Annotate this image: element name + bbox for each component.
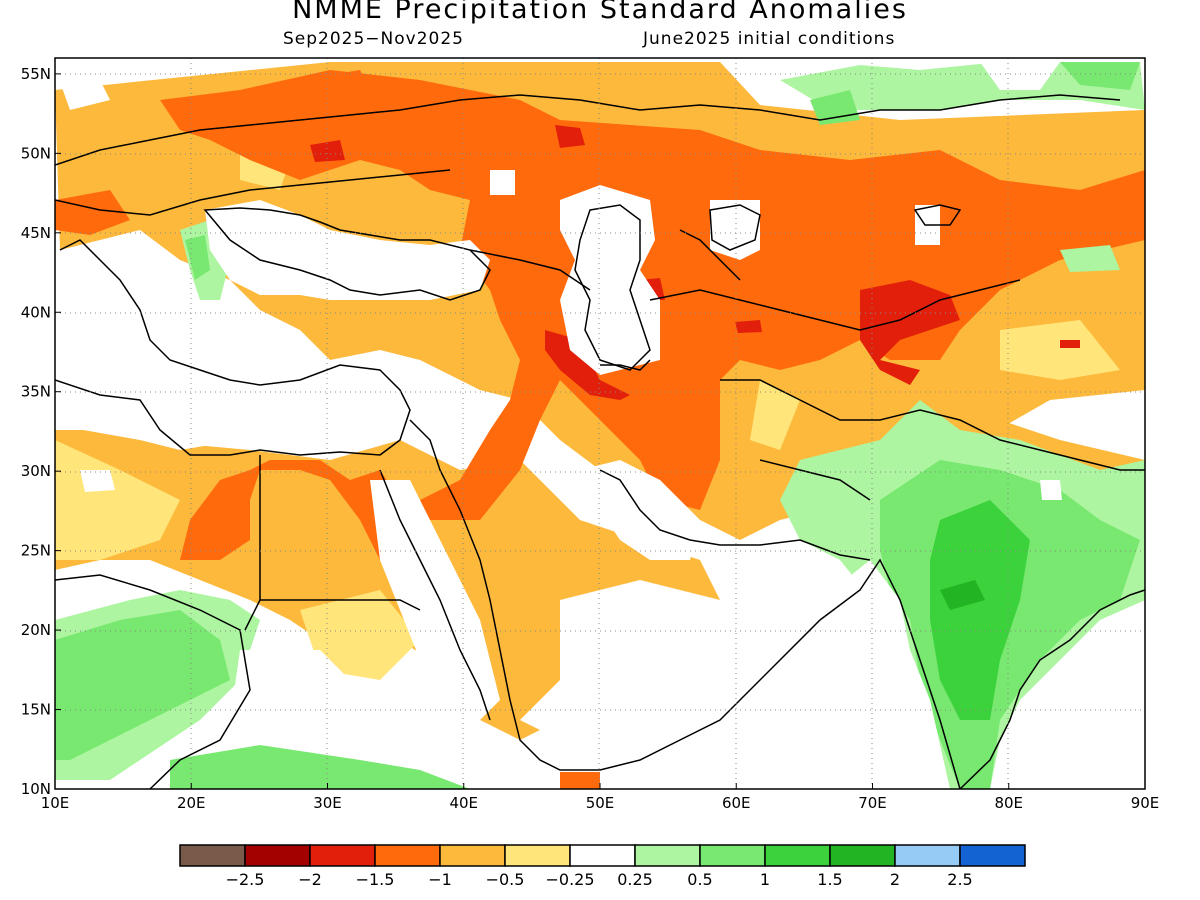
colorbar-label: 2.5 (947, 870, 972, 889)
y-tick-label: 25N (21, 542, 51, 560)
y-tick-label: 50N (21, 144, 51, 162)
colorbar-swatch (179, 844, 246, 867)
y-tick-label: 35N (21, 383, 51, 401)
x-tick-label: 10E (41, 794, 70, 812)
colorbar-label: −1.5 (356, 870, 395, 889)
y-tick-label: 15N (21, 701, 51, 719)
colorbar-swatch (764, 844, 831, 867)
colorbar-label: −2.5 (226, 870, 265, 889)
x-tick-label: 50E (586, 794, 615, 812)
colorbar-swatch (439, 844, 506, 867)
colorbar-label: 0.5 (687, 870, 712, 889)
x-tick-label: 60E (722, 794, 751, 812)
x-tick-label: 90E (1131, 794, 1160, 812)
colorbar-label: 0.25 (617, 870, 653, 889)
y-tick-label: 55N (21, 65, 51, 83)
colorbar-label: −0.5 (486, 870, 525, 889)
y-tick-label: 30N (21, 462, 51, 480)
colorbar-swatch (829, 844, 896, 867)
colorbar-swatch (244, 844, 311, 867)
coastlines (55, 94, 1145, 789)
x-tick-label: 30E (313, 794, 342, 812)
anomaly-field (55, 58, 1145, 789)
colorbar-label: −0.25 (545, 870, 594, 889)
y-tick-label: 20N (21, 621, 51, 639)
y-tick-label: 40N (21, 303, 51, 321)
colorbar-swatch (894, 844, 961, 867)
colorbar-label: −2 (298, 870, 322, 889)
colorbar-label: −1 (428, 870, 452, 889)
y-tick-label: 10N (21, 780, 51, 798)
colorbar: −2.5 −2 −1.5 −1 −0.5 −0.25 0.25 0.5 1 1.5 2 2.5 (179, 844, 1026, 889)
x-tick-label: 70E (858, 794, 887, 812)
longitude-ticks: 10E 20E 30E 40E 50E 60E 70E 80E 90E (41, 783, 1160, 812)
x-tick-label: 80E (994, 794, 1023, 812)
colorbar-swatch (309, 844, 376, 867)
map-title: NMME Precipitation Standard Anomalies (292, 0, 908, 25)
colorbar-swatch (374, 844, 441, 867)
colorbar-swatch (634, 844, 701, 867)
colorbar-swatch (699, 844, 766, 867)
y-tick-label: 45N (21, 224, 51, 242)
colorbar-label: 2 (890, 870, 900, 889)
initial-conditions: June2025 initial conditions (643, 29, 896, 49)
colorbar-swatch (504, 844, 571, 867)
latitude-ticks: 10N 15N 20N 25N 30N 35N 40N 45N 50N 55N (21, 65, 61, 798)
forecast-period: Sep2025−Nov2025 (283, 29, 464, 49)
x-tick-label: 40E (449, 794, 478, 812)
x-tick-label: 20E (177, 794, 206, 812)
grid-lines (55, 58, 1145, 789)
colorbar-label: 1.5 (817, 870, 842, 889)
colorbar-swatch (959, 844, 1026, 867)
colorbar-label: 1 (760, 870, 770, 889)
colorbar-swatch (569, 844, 636, 867)
